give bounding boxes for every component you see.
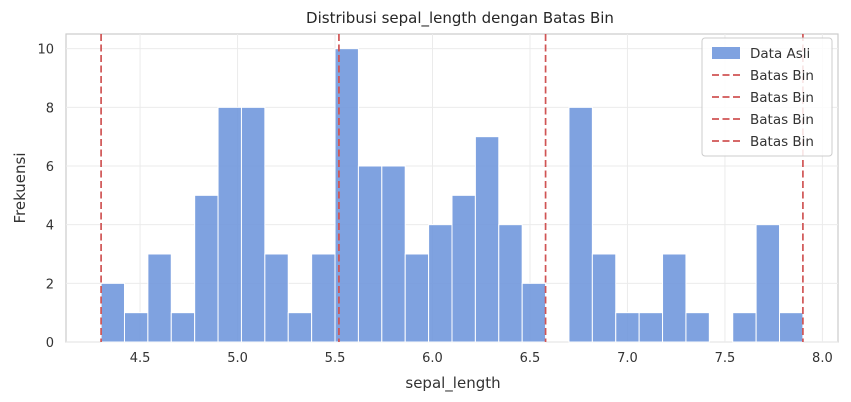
histogram-bar xyxy=(755,224,781,343)
legend-label: Batas Bin xyxy=(750,134,814,150)
histogram-bar xyxy=(264,253,289,343)
histogram-bar xyxy=(194,194,219,343)
x-tick-label: 8.0 xyxy=(812,351,833,366)
histogram-bar xyxy=(568,106,593,343)
y-tick-label: 8 xyxy=(46,101,54,116)
y-axis-label: Frekuensi xyxy=(11,152,29,223)
x-tick-label: 7.5 xyxy=(715,351,736,366)
histogram-bar xyxy=(170,312,196,343)
x-tick-label: 7.0 xyxy=(617,351,638,366)
histogram-bar xyxy=(615,312,640,343)
x-axis-label: sepal_length xyxy=(405,374,500,393)
histogram-bar xyxy=(474,136,500,343)
bars xyxy=(100,48,804,343)
histogram-bar xyxy=(287,312,313,343)
histogram-bar xyxy=(591,253,617,343)
histogram-bar xyxy=(217,106,242,343)
legend-label: Batas Bin xyxy=(750,68,814,84)
legend-label: Batas Bin xyxy=(750,90,814,106)
y-tick-label: 0 xyxy=(46,336,54,351)
x-tick-label: 5.5 xyxy=(325,351,346,366)
y-axis-ticks: 0 2 4 6 8 10 xyxy=(37,43,54,351)
histogram-bar xyxy=(147,253,172,343)
y-tick-label: 4 xyxy=(46,219,54,234)
legend-label: Data Asli xyxy=(750,46,810,62)
histogram-bar xyxy=(638,312,664,343)
x-tick-label: 4.5 xyxy=(130,351,151,366)
x-tick-label: 5.0 xyxy=(227,351,248,366)
histogram-bar xyxy=(357,165,383,343)
histogram-bar xyxy=(685,312,710,343)
x-tick-label: 6.5 xyxy=(520,351,541,366)
histogram-bar xyxy=(428,224,453,343)
y-tick-label: 2 xyxy=(46,277,54,292)
legend-label: Batas Bin xyxy=(750,112,814,128)
histogram-bar xyxy=(123,312,149,343)
x-tick-label: 6.0 xyxy=(422,351,443,366)
chart-title: Distribusi sepal_length dengan Batas Bin xyxy=(306,9,614,28)
histogram-bar xyxy=(240,106,266,343)
histogram-bar xyxy=(381,165,406,343)
histogram-bar xyxy=(521,282,547,343)
histogram-bar xyxy=(498,224,523,343)
histogram-bar xyxy=(732,312,757,343)
y-tick-label: 10 xyxy=(37,43,54,58)
legend-swatch xyxy=(712,47,740,59)
legend: Data Asli Batas Bin Batas Bin Batas Bin Bata… xyxy=(701,37,833,157)
histogram-bar xyxy=(779,312,804,343)
histogram-bar xyxy=(662,253,687,343)
histogram-bar xyxy=(100,282,125,343)
histogram-bar xyxy=(451,194,476,343)
y-tick-label: 6 xyxy=(46,160,54,175)
bin-boundary-lines xyxy=(100,34,804,342)
histogram-bar xyxy=(311,253,336,343)
legend-box xyxy=(701,37,833,157)
x-axis-ticks: 4.5 5.0 5.5 6.0 6.5 7.0 7.5 8.0 xyxy=(130,351,833,366)
histogram-bar xyxy=(404,253,430,343)
